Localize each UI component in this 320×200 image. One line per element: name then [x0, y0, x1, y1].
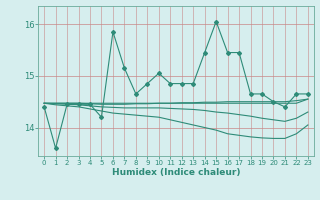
X-axis label: Humidex (Indice chaleur): Humidex (Indice chaleur): [112, 168, 240, 177]
